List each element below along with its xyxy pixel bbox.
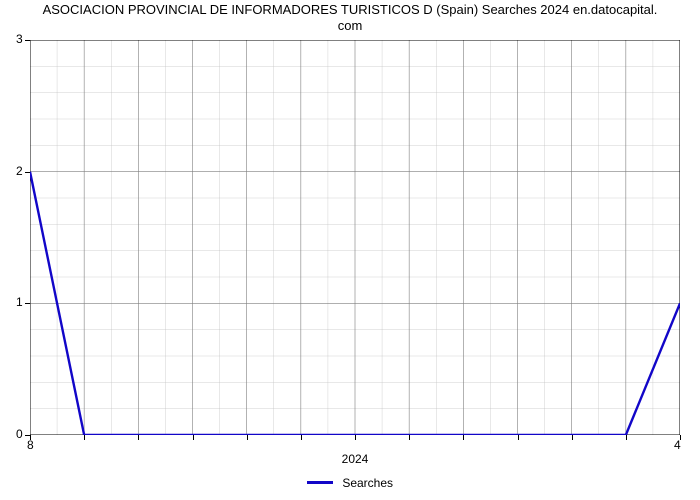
x-tick <box>193 435 194 440</box>
y-tick-label-0: 0 <box>16 427 23 441</box>
chart-title-line2: com <box>338 18 363 33</box>
y-tick <box>25 303 30 304</box>
x-tick <box>518 435 519 440</box>
x-label-center: 2024 <box>342 452 369 466</box>
x-tick <box>355 435 356 440</box>
y-tick-label-1: 1 <box>16 295 23 309</box>
legend-swatch <box>307 481 333 484</box>
chart-plot <box>30 40 680 435</box>
y-tick-label-3: 3 <box>16 32 23 46</box>
x-tick <box>463 435 464 440</box>
chart-legend: Searches <box>0 475 700 490</box>
x-tick <box>680 435 681 440</box>
legend-label: Searches <box>342 476 393 490</box>
y-tick-label-2: 2 <box>16 164 23 178</box>
y-tick <box>25 172 30 173</box>
x-label-left: 8 <box>27 438 34 452</box>
x-label-right: 4 <box>674 438 681 452</box>
chart-container: ASOCIACION PROVINCIAL DE INFORMADORES TU… <box>0 0 700 500</box>
chart-title-line1: ASOCIACION PROVINCIAL DE INFORMADORES TU… <box>43 2 658 17</box>
x-tick <box>572 435 573 440</box>
x-tick <box>626 435 627 440</box>
x-tick <box>138 435 139 440</box>
x-tick <box>301 435 302 440</box>
x-tick <box>247 435 248 440</box>
chart-title: ASOCIACION PROVINCIAL DE INFORMADORES TU… <box>0 2 700 35</box>
x-tick <box>84 435 85 440</box>
x-tick <box>409 435 410 440</box>
y-tick <box>25 435 30 436</box>
x-tick <box>30 435 31 440</box>
y-tick <box>25 40 30 41</box>
